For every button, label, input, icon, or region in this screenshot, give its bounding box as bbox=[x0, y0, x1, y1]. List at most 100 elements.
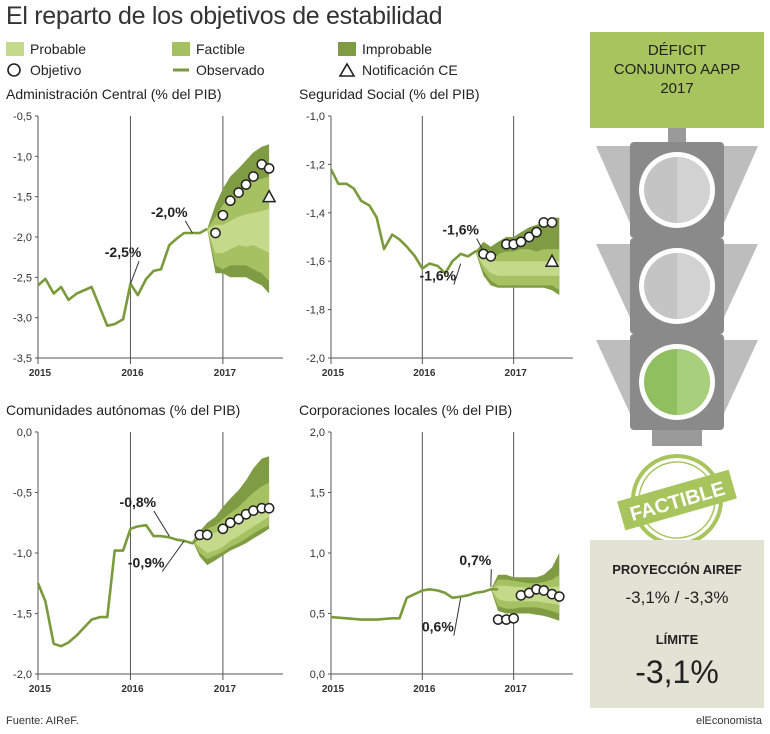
legend-label-factible: Factible bbox=[196, 41, 246, 57]
y-tick-label: 0,0 bbox=[17, 427, 32, 439]
legend-probable: Probable bbox=[6, 40, 86, 58]
traffic-light-middle bbox=[596, 238, 758, 334]
objetivo-point bbox=[210, 227, 221, 239]
triangle-marker-icon bbox=[338, 62, 356, 77]
page-title: El reparto de los objetivos de estabilid… bbox=[6, 2, 443, 30]
objetivo-point bbox=[240, 179, 252, 190]
y-tick-label: 0,0 bbox=[310, 669, 325, 681]
legend-label-improbable: Improbable bbox=[362, 41, 433, 57]
observed-line bbox=[36, 523, 208, 648]
objetivo-point bbox=[224, 195, 236, 207]
y-tick-label: -1,0 bbox=[13, 548, 32, 560]
limite-value: -3,1% bbox=[635, 654, 719, 690]
chart-corporaciones-locales: 0,0 0,5 1,0 1,5 2,0 2015 2016 2017 0,7% 0,6% bbox=[310, 427, 573, 695]
y-tick-label: -1,5 bbox=[13, 609, 32, 621]
y-tick-label: 1,5 bbox=[310, 488, 325, 500]
observed-line bbox=[329, 168, 499, 275]
source-note: Fuente: AIReF. bbox=[6, 715, 79, 727]
y-tick-label: -2,0 bbox=[13, 669, 32, 681]
x-tick-label: 2016 bbox=[121, 368, 144, 379]
annotation-label: -1,6% bbox=[442, 222, 479, 238]
y-tick-label: -0,5 bbox=[13, 111, 32, 123]
legend-factible: Factible bbox=[172, 40, 245, 58]
x-tick-label: 2015 bbox=[322, 368, 345, 379]
traffic-light-bottom bbox=[596, 334, 758, 430]
annotation-label: 0,6% bbox=[422, 619, 454, 635]
x-tick-label: 2017 bbox=[214, 684, 237, 695]
annotation-label: -2,5% bbox=[105, 244, 142, 260]
objetivo-point bbox=[263, 163, 275, 174]
y-tick-label: 0,5 bbox=[310, 609, 325, 621]
objetivo-point bbox=[508, 612, 519, 624]
chart-admin-central: -3,5 -3,0 -2,5 -2,0 -1,5 -1,0 -0,5 2015 2016 2017… bbox=[13, 111, 283, 379]
y-tick-label: -3,5 bbox=[13, 353, 32, 365]
objetivo-point bbox=[233, 513, 244, 525]
annotation-label: -0,8% bbox=[120, 494, 157, 510]
brand-name: elEconomista bbox=[695, 715, 762, 727]
objetivo-point bbox=[233, 187, 244, 198]
chart-seguridad-social: -2,0 -1,8 -1,6 -1,4 -1,2 -1,0 2015 2016 2017 -1,6… bbox=[306, 111, 573, 379]
annotation-leader bbox=[453, 597, 462, 636]
traffic-light-pole bbox=[668, 128, 686, 142]
legend-label-notificacion: Notificación CE bbox=[362, 62, 458, 78]
y-tick-label: -1,6 bbox=[306, 256, 325, 268]
notificacion-point bbox=[261, 189, 277, 203]
proyeccion-value: -3,1% / -3,3% bbox=[625, 588, 729, 607]
deficit-title-line-2: CONJUNTO AAPP bbox=[613, 61, 741, 78]
y-tick-label: -1,4 bbox=[306, 208, 325, 220]
legend-label-observado: Observado bbox=[196, 62, 265, 78]
legend-swatch-probable bbox=[6, 42, 24, 56]
chart-title-admin-central: Administración Central (% del PIB) bbox=[6, 86, 222, 102]
objetivo-point bbox=[485, 251, 497, 262]
legend-notificacion: Notificación CE bbox=[338, 61, 458, 79]
chart-title-seguridad-social: Seguridad Social (% del PIB) bbox=[299, 86, 480, 102]
projection-box: PROYECCIÓN AIREF -3,1% / -3,3% LÍMITE -3… bbox=[590, 540, 764, 708]
chart-comunidades-autonomas: -2,0 -1,5 -1,0 -0,5 0,0 2015 2016 2017 -0,8% -0,9… bbox=[13, 427, 283, 695]
factible-stamp: FACTIBLE bbox=[617, 454, 737, 540]
x-tick-label: 2017 bbox=[214, 368, 237, 379]
y-tick-label: -1,0 bbox=[13, 151, 32, 163]
annotation-leader bbox=[153, 510, 170, 537]
annotation-label: -1,6% bbox=[420, 268, 457, 284]
annotation-leader bbox=[453, 263, 462, 285]
chart-title-comunidades: Comunidades autónomas (% del PIB) bbox=[6, 402, 241, 418]
annotation-leader bbox=[184, 220, 193, 234]
y-tick-label: -1,2 bbox=[306, 159, 325, 171]
y-tick-label: -1,8 bbox=[306, 305, 325, 317]
y-tick-label: -2,5 bbox=[13, 272, 32, 284]
sidebar-panel: DÉFICIT CONJUNTO AAPP 2017 bbox=[590, 32, 764, 708]
legend-observado: Observado bbox=[172, 61, 264, 79]
legend-swatch-improbable bbox=[338, 42, 356, 56]
objetivo-point bbox=[217, 209, 229, 221]
x-tick-label: 2015 bbox=[29, 684, 52, 695]
objetivo-point bbox=[217, 523, 229, 535]
objetivo-point bbox=[515, 236, 527, 248]
y-tick-label: -2,0 bbox=[306, 353, 325, 365]
y-tick-label: 1,0 bbox=[310, 548, 325, 560]
objetivo-point bbox=[248, 171, 259, 182]
legend-label-objetivo: Objetivo bbox=[30, 62, 82, 78]
proyeccion-label: PROYECCIÓN AIREF bbox=[612, 562, 742, 577]
objetivo-point bbox=[531, 226, 542, 238]
x-tick-label: 2016 bbox=[413, 368, 436, 379]
band-probable bbox=[207, 208, 270, 254]
traffic-light-top bbox=[596, 142, 758, 238]
x-tick-label: 2016 bbox=[413, 684, 436, 695]
y-tick-label: -1,0 bbox=[306, 111, 325, 123]
objetivo-point bbox=[546, 217, 558, 228]
legend-swatch-factible bbox=[172, 42, 190, 56]
annotation-label: 0,7% bbox=[459, 552, 491, 568]
limite-label: LÍMITE bbox=[655, 632, 699, 647]
notificacion-point bbox=[544, 253, 560, 267]
objetivo-point bbox=[553, 591, 565, 602]
x-tick-label: 2017 bbox=[505, 368, 528, 379]
objetivo-point bbox=[523, 231, 535, 243]
deficit-box: DÉFICIT CONJUNTO AAPP 2017 bbox=[590, 32, 764, 128]
band-probable bbox=[475, 251, 560, 276]
annotation-leader bbox=[129, 260, 140, 284]
x-tick-label: 2016 bbox=[121, 684, 144, 695]
deficit-title-line-3: 2017 bbox=[660, 80, 694, 97]
traffic-light: FACTIBLE bbox=[596, 128, 758, 540]
legend-objetivo: Objetivo bbox=[6, 61, 81, 79]
line-marker-icon bbox=[173, 68, 189, 72]
